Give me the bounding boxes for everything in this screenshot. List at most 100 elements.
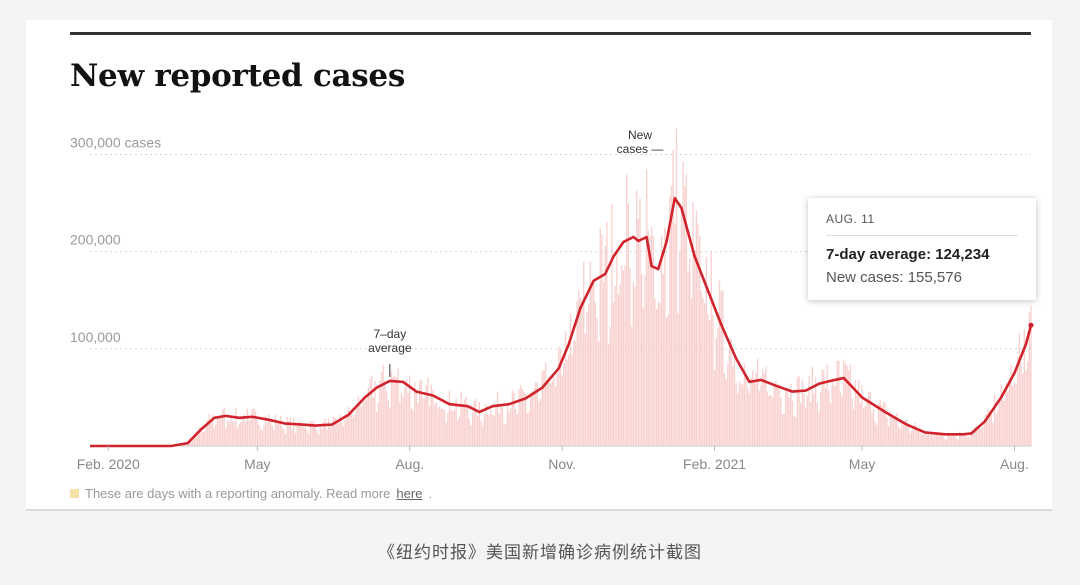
- daily-bar: [675, 128, 678, 446]
- daily-bar: [617, 294, 620, 446]
- daily-bar: [639, 198, 641, 446]
- daily-bar: [362, 401, 365, 446]
- daily-bar: [311, 421, 313, 446]
- daily-bar: [251, 408, 254, 446]
- daily-bar: [886, 417, 888, 446]
- daily-bar: [317, 434, 320, 446]
- daily-bar: [569, 314, 572, 446]
- daily-bar: [215, 424, 217, 446]
- daily-bar: [412, 410, 414, 446]
- daily-bar: [803, 393, 805, 446]
- daily-bar: [708, 320, 711, 446]
- daily-bar: [621, 265, 623, 446]
- daily-bar: [776, 387, 779, 446]
- daily-bar: [228, 422, 230, 446]
- daily-bar: [826, 364, 828, 446]
- daily-bar: [568, 354, 570, 446]
- daily-bar: [286, 417, 288, 446]
- y-tick-label: 100,000: [70, 329, 121, 345]
- daily-bar: [924, 431, 926, 446]
- daily-bar: [1013, 383, 1016, 446]
- daily-bar: [679, 251, 681, 446]
- daily-bar: [700, 290, 702, 446]
- daily-bar: [548, 376, 550, 446]
- daily-bar: [846, 366, 848, 446]
- daily-bar: [631, 326, 633, 446]
- daily-bar: [508, 412, 510, 446]
- daily-bar: [394, 375, 396, 446]
- daily-bar: [670, 185, 673, 447]
- daily-bar: [319, 427, 321, 446]
- daily-bar: [669, 196, 671, 446]
- daily-bar: [740, 384, 742, 446]
- daily-bar: [743, 363, 746, 446]
- daily-bar: [556, 373, 558, 446]
- daily-bar: [597, 341, 600, 446]
- daily-bar: [250, 420, 252, 446]
- daily-bar: [690, 298, 693, 446]
- daily-bar: [841, 396, 843, 446]
- daily-bar: [970, 431, 973, 446]
- daily-bar: [500, 405, 502, 446]
- daily-bar: [584, 333, 587, 446]
- daily-bar: [316, 430, 318, 446]
- daily-bar: [419, 380, 421, 446]
- daily-bar: [975, 425, 977, 446]
- daily-bar: [1027, 361, 1029, 446]
- daily-bar: [723, 373, 726, 446]
- read-more-link[interactable]: here: [396, 486, 423, 501]
- daily-bar: [836, 360, 838, 446]
- daily-bar: [571, 354, 573, 446]
- daily-bar: [263, 425, 265, 446]
- daily-bar: [904, 419, 906, 446]
- daily-bar: [208, 414, 210, 446]
- daily-bar: [930, 433, 933, 446]
- daily-bar: [327, 418, 330, 446]
- daily-bar: [442, 408, 444, 446]
- daily-bar: [853, 409, 855, 446]
- daily-bar: [187, 443, 189, 446]
- daily-bar: [682, 161, 684, 446]
- daily-bar: [833, 384, 835, 446]
- daily-bar: [467, 406, 469, 446]
- daily-bar: [902, 424, 905, 446]
- daily-bar: [800, 402, 802, 446]
- daily-bar: [258, 424, 260, 446]
- daily-bar: [453, 409, 456, 446]
- daily-bar: [814, 377, 817, 446]
- daily-bar: [801, 379, 804, 446]
- annotation-average-label: average: [368, 341, 412, 355]
- daily-bar: [879, 400, 881, 446]
- daily-bar: [493, 415, 495, 446]
- daily-bar: [1023, 329, 1026, 446]
- daily-bar: [573, 339, 575, 446]
- daily-bar: [231, 421, 234, 446]
- daily-bar: [604, 246, 606, 446]
- cases-chart[interactable]: 300,000 cases 200,000 100,000 Feb. 2020 May A…: [26, 20, 1052, 510]
- daily-bar: [397, 368, 399, 446]
- daily-bar: [969, 438, 971, 446]
- note-period: .: [428, 486, 433, 501]
- daily-bar: [755, 372, 757, 446]
- daily-bar: [947, 433, 949, 446]
- daily-bar: [510, 408, 512, 446]
- daily-bar: [357, 396, 360, 446]
- daily-bar: [520, 385, 522, 446]
- daily-bar: [566, 359, 568, 446]
- daily-bar: [220, 417, 222, 446]
- daily-bar: [925, 434, 928, 446]
- daily-bar: [332, 416, 335, 446]
- daily-bar: [911, 431, 913, 446]
- daily-bar: [813, 393, 815, 446]
- daily-bar: [417, 402, 419, 446]
- daily-bar: [629, 267, 631, 446]
- daily-bar: [872, 409, 875, 446]
- daily-bar: [190, 441, 192, 446]
- daily-bar: [334, 417, 336, 446]
- daily-bar: [447, 412, 449, 446]
- daily-bar: [607, 343, 610, 446]
- daily-bar: [554, 386, 557, 446]
- daily-bar: [515, 408, 517, 446]
- daily-bar: [702, 298, 704, 446]
- daily-bar: [644, 275, 646, 446]
